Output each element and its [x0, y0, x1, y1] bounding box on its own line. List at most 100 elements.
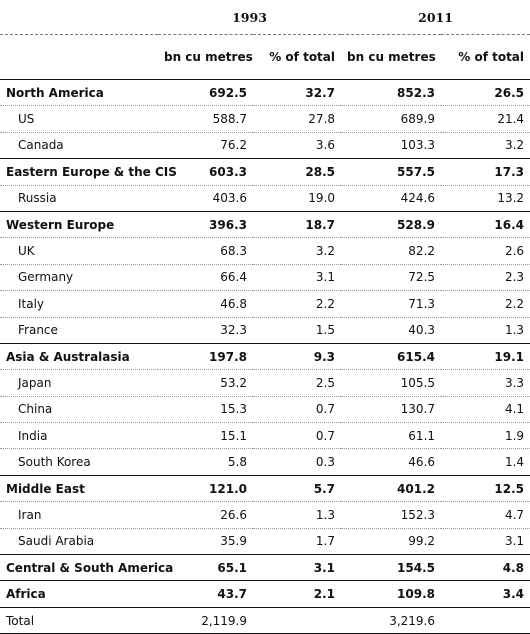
share-1993-cell: 27.8 [253, 105, 342, 133]
share-2011-cell: 1.9 [441, 422, 530, 449]
row-name-cell: Japan [0, 369, 158, 397]
unit-header-row: bn cu metres % of total bn cu metres % o… [0, 34, 530, 80]
share-1993-cell: 28.5 [253, 158, 342, 186]
volume-2011-cell: 61.1 [341, 422, 442, 449]
share-2011-cell: 4.8 [441, 554, 530, 581]
volume-2011-cell: 71.3 [341, 290, 442, 318]
volume-2011-cell: 46.6 [341, 448, 442, 476]
unit-header-volume-1993: bn cu metres [158, 34, 253, 80]
volume-1993-cell: 35.9 [158, 527, 253, 555]
row-name-cell: North America [6, 85, 104, 100]
row-name-cell: Central & South America [0, 554, 173, 581]
row-name-cell: UK [0, 237, 158, 265]
row-name-cell: India [0, 422, 158, 449]
share-1993-cell: 18.7 [253, 210, 342, 238]
volume-2011-cell: 424.6 [341, 184, 442, 212]
volume-1993-cell: 403.6 [158, 184, 253, 212]
volume-1993-cell: 32.3 [158, 316, 253, 344]
share-2011-cell: 3.4 [441, 580, 530, 608]
row-name-cell: South Korea [0, 448, 158, 476]
share-1993-cell: 19.0 [253, 184, 342, 212]
row-name-cell: Africa [0, 580, 158, 608]
row-name-cell: Russia [0, 184, 158, 212]
volume-2011-cell: 401.2 [341, 474, 442, 502]
share-2011-cell: 4.1 [441, 395, 530, 423]
share-2011-cell: 2.6 [441, 237, 530, 265]
volume-1993-cell: 121.0 [158, 474, 253, 502]
share-2011-cell: 13.2 [441, 184, 530, 212]
region-row: North America 692.5 32.7 852.3 26.5 [0, 80, 530, 106]
share-1993-cell: 3.1 [253, 263, 342, 291]
share-2011-cell: 26.5 [494, 85, 525, 100]
row-name-cell: Total [0, 606, 158, 634]
row-name-cell: Germany [0, 263, 158, 291]
volume-2011-cell: 105.5 [341, 369, 442, 397]
share-1993-cell: 1.3 [253, 501, 342, 529]
row-name-cell: Eastern Europe & the CIS [0, 158, 177, 186]
country-row: Canada 76.2 3.6 103.3 3.2 [0, 131, 530, 159]
unit-header-volume-2011: bn cu metres [341, 34, 442, 80]
volume-1993-cell: 68.3 [158, 237, 253, 265]
row-name-cell: Middle East [0, 474, 158, 502]
share-2011-cell: 21.4 [441, 105, 530, 133]
volume-1993-cell: 588.7 [158, 105, 253, 133]
volume-1993-cell: 65.1 [158, 554, 253, 581]
share-2011-cell [441, 606, 530, 634]
share-1993-cell: 1.5 [253, 316, 342, 344]
volume-2011-cell: 82.2 [341, 237, 442, 265]
volume-1993-cell: 15.3 [158, 395, 253, 423]
volume-1993-cell: 15.1 [158, 422, 253, 449]
country-row: Germany 66.4 3.1 72.5 2.3 [0, 263, 530, 291]
country-row: India 15.1 0.7 61.1 1.9 [0, 422, 530, 449]
row-name-cell: Iran [0, 501, 158, 529]
volume-1993-cell: 53.2 [158, 369, 253, 397]
volume-2011-cell: 130.7 [341, 395, 442, 423]
share-1993-cell: 2.5 [253, 369, 342, 397]
empty-header-cell [0, 0, 158, 35]
share-2011-cell: 16.4 [441, 210, 530, 238]
row-name-cell: France [0, 316, 158, 344]
volume-2011-cell: 40.3 [341, 316, 442, 344]
volume-2011-cell: 103.3 [341, 131, 442, 159]
region-row: Asia & Australasia 197.8 9.3 615.4 19.1 [0, 342, 530, 370]
year-header-row: 1993 2011 [0, 0, 530, 35]
share-2011-cell: 3.3 [441, 369, 530, 397]
country-row: China 15.3 0.7 130.7 4.1 [0, 395, 530, 423]
volume-2011-cell: 615.4 [341, 342, 442, 370]
country-row: UK 68.3 3.2 82.2 2.6 [0, 237, 530, 265]
total-row: Total 2,119.9 3,219.6 [0, 606, 530, 634]
share-1993-cell: 0.7 [253, 395, 342, 423]
volume-1993-cell: 396.3 [158, 210, 253, 238]
volume-1993-cell: 692.5 [209, 85, 247, 100]
volume-1993-cell: 76.2 [158, 131, 253, 159]
volume-1993-cell: 66.4 [158, 263, 253, 291]
region-row: Eastern Europe & the CIS 603.3 28.5 557.5 17… [0, 158, 530, 186]
share-1993-cell: 2.2 [253, 290, 342, 318]
share-2011-cell: 2.2 [441, 290, 530, 318]
share-1993-cell: 0.7 [253, 422, 342, 449]
country-row: Japan 53.2 2.5 105.5 3.3 [0, 369, 530, 397]
row-name-cell: Italy [0, 290, 158, 318]
volume-2011-cell: 689.9 [341, 105, 442, 133]
volume-2011-cell: 852.3 [397, 85, 436, 100]
volume-1993-cell: 603.3 [158, 158, 253, 186]
region-row: Central & South America 65.1 3.1 154.5 4.8 [0, 554, 530, 581]
share-2011-cell: 3.1 [441, 527, 530, 555]
volume-1993-cell: 46.8 [158, 290, 253, 318]
row-name-cell: Canada [0, 131, 158, 159]
volume-1993-cell: 197.8 [158, 342, 253, 370]
volume-2011-cell: 3,219.6 [341, 606, 442, 634]
volume-1993-cell: 2,119.9 [158, 606, 253, 634]
share-1993-cell: 9.3 [253, 342, 342, 370]
country-row: Russia 403.6 19.0 424.6 13.2 [0, 184, 530, 212]
table-body: North America 692.5 32.7 852.3 26.5 US 588.7 27… [0, 80, 530, 634]
share-1993-cell: 5.7 [253, 474, 342, 502]
share-2011-cell: 12.5 [441, 474, 530, 502]
row-name-cell: Saudi Arabia [0, 527, 158, 555]
share-1993-cell [253, 606, 342, 634]
volume-2011-cell: 72.5 [341, 263, 442, 291]
share-2011-cell: 17.3 [441, 158, 530, 186]
volume-1993-cell: 26.6 [158, 501, 253, 529]
